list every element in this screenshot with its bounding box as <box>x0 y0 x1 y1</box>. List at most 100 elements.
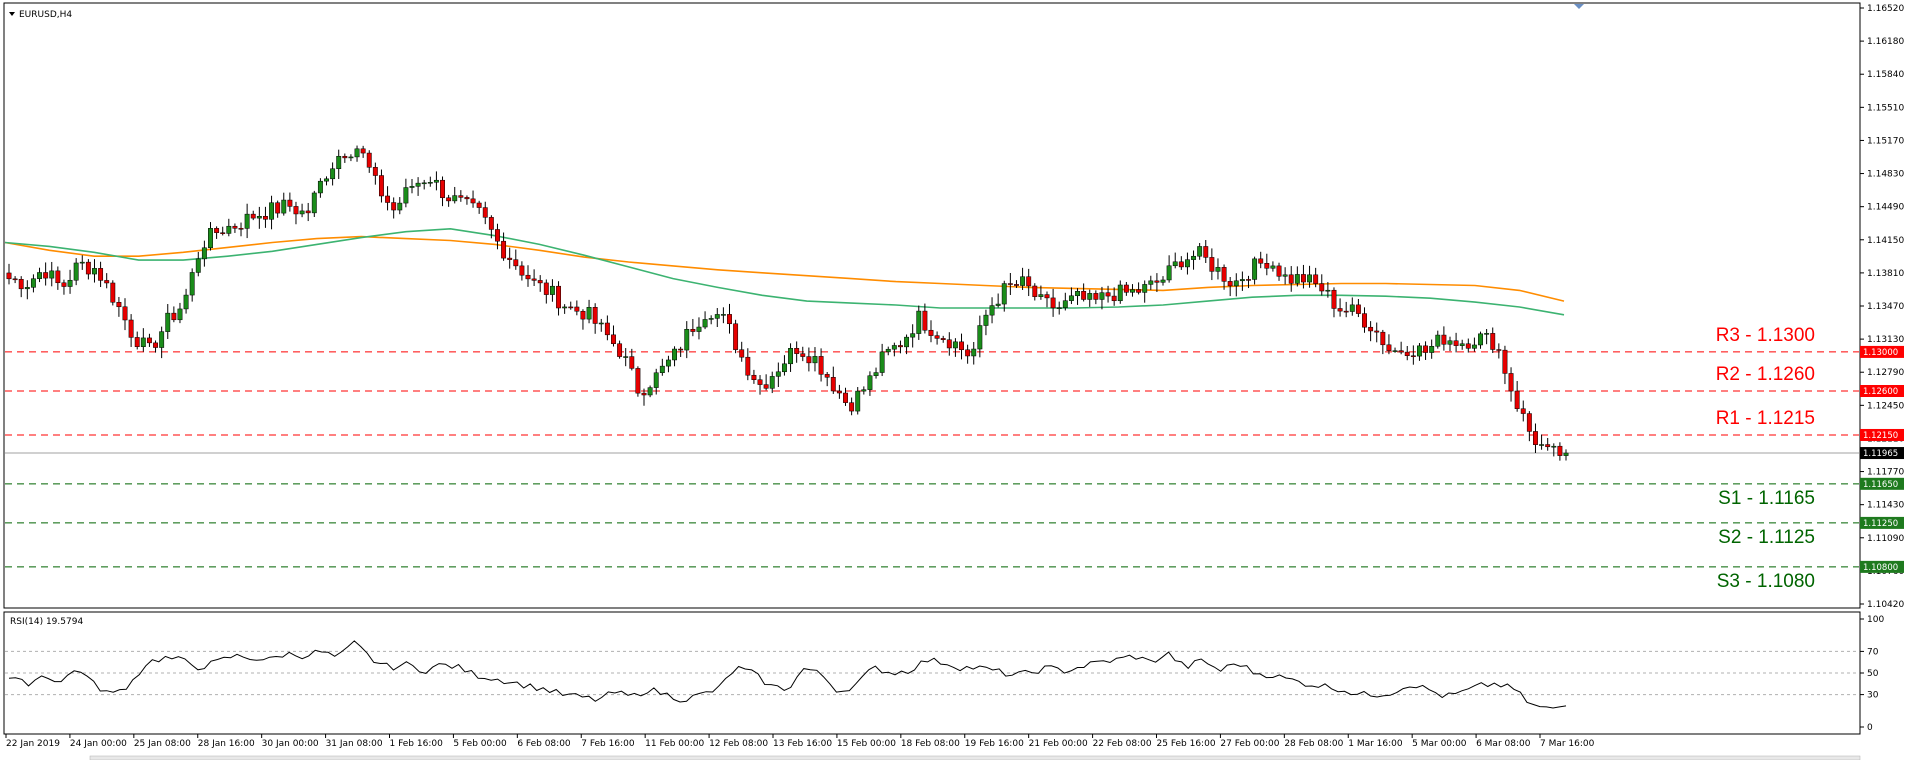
candle-body <box>360 148 366 154</box>
x-tick-label: 6 Mar 08:00 <box>1476 739 1531 749</box>
candle-body <box>843 392 848 403</box>
horizontal-scrollbar[interactable] <box>89 755 1861 760</box>
candle-body <box>201 247 207 260</box>
candle-body <box>1520 408 1526 414</box>
level-price-tag <box>1860 385 1904 398</box>
candle-body <box>1526 413 1532 432</box>
candle-body <box>1362 313 1367 328</box>
candle-body <box>256 216 262 219</box>
candle-body <box>806 356 812 364</box>
candle-body <box>1417 345 1422 357</box>
candle-body <box>1392 350 1398 352</box>
candle-body <box>1325 289 1331 292</box>
candle-body <box>250 213 256 219</box>
x-tick-label: 5 Mar 00:00 <box>1412 739 1467 749</box>
candle-body <box>153 342 158 348</box>
candle-body <box>238 228 244 230</box>
shift-marker-icon[interactable] <box>1574 4 1584 9</box>
y-tick-label: 1.11430 <box>1867 501 1904 511</box>
candle-body <box>1233 280 1239 287</box>
candle-body <box>794 348 800 354</box>
y-tick-label: 1.14490 <box>1867 203 1904 213</box>
candle-body <box>1252 258 1258 280</box>
candle-body <box>507 257 513 260</box>
candle-body <box>1410 355 1416 357</box>
candle-body <box>311 192 317 214</box>
candle-body <box>1215 267 1221 272</box>
candle-body <box>1209 257 1215 272</box>
candle-body <box>1484 333 1490 335</box>
level-price-tag <box>1860 516 1904 529</box>
candle-body <box>604 322 610 336</box>
level-price-tag-text: 1.13000 <box>1863 348 1898 358</box>
candle-body <box>1331 289 1337 309</box>
candle-body <box>275 202 281 214</box>
candle-body <box>1282 274 1288 277</box>
candle-body <box>287 199 293 207</box>
candle-body <box>73 262 79 281</box>
level-price-tag-text: 1.11650 <box>1863 480 1898 490</box>
candle-body <box>617 343 623 357</box>
candle-body <box>898 345 903 348</box>
candle-body <box>488 217 494 230</box>
x-tick-label: 28 Jan 16:00 <box>198 739 255 749</box>
y-tick-label: 1.16520 <box>1867 4 1904 14</box>
candle-body <box>855 390 861 412</box>
candle-body <box>1307 274 1313 283</box>
candle-body <box>208 228 213 249</box>
x-tick-label: 11 Feb 00:00 <box>645 739 704 749</box>
candle-body <box>299 210 305 215</box>
candle-body <box>525 274 531 280</box>
candle-body <box>745 356 751 376</box>
candle-body <box>336 155 342 169</box>
current-price-tag-text: 1.11965 <box>1863 449 1898 459</box>
candle-body <box>1502 349 1508 374</box>
candle-body <box>1093 293 1099 300</box>
candle-body <box>562 306 568 309</box>
candle-body <box>885 348 891 353</box>
moving-average-green <box>4 227 1565 316</box>
x-tick-label: 12 Feb 08:00 <box>709 739 768 749</box>
candle-body <box>952 341 958 349</box>
candle-body <box>1374 330 1380 333</box>
candle-body <box>586 307 592 320</box>
candle-body <box>1429 346 1435 353</box>
candle-body <box>568 306 574 309</box>
candle-body <box>391 202 397 211</box>
candle-body <box>727 314 732 325</box>
candle-body <box>818 356 824 375</box>
symbol-dropdown-icon[interactable] <box>9 12 15 16</box>
candle-body <box>342 155 348 159</box>
candle-body <box>1557 445 1563 456</box>
candle-body <box>232 225 238 229</box>
candle-body <box>659 365 665 374</box>
level-label: R2 - 1.1260 <box>1716 364 1815 385</box>
candle-body <box>1020 276 1026 286</box>
candle-body <box>635 368 641 394</box>
candle-body <box>385 195 391 203</box>
candle-body <box>641 392 647 396</box>
candle-body <box>61 282 67 287</box>
candle-body <box>1007 283 1013 285</box>
y-tick-label: 1.13130 <box>1867 335 1904 345</box>
candle-body <box>769 376 775 389</box>
x-tick-label: 7 Feb 16:00 <box>581 739 635 749</box>
candle-body <box>427 182 433 184</box>
candle-body <box>1276 265 1282 277</box>
candle-body <box>519 265 525 276</box>
y-tick-label: 1.15840 <box>1867 70 1904 80</box>
candle-body <box>1453 340 1459 346</box>
candle-body <box>293 206 299 215</box>
chart-title: EURUSD,H4 <box>19 10 72 20</box>
candle-body <box>1435 334 1441 347</box>
candle-body <box>379 175 384 197</box>
candle-body <box>678 348 684 351</box>
candle-body <box>403 187 409 204</box>
candle-body <box>501 240 507 259</box>
candle-body <box>720 314 726 316</box>
y-tick-label: 1.14830 <box>1867 170 1904 180</box>
candle-body <box>183 294 189 310</box>
candle-body <box>171 312 177 321</box>
candle-body <box>830 377 836 392</box>
